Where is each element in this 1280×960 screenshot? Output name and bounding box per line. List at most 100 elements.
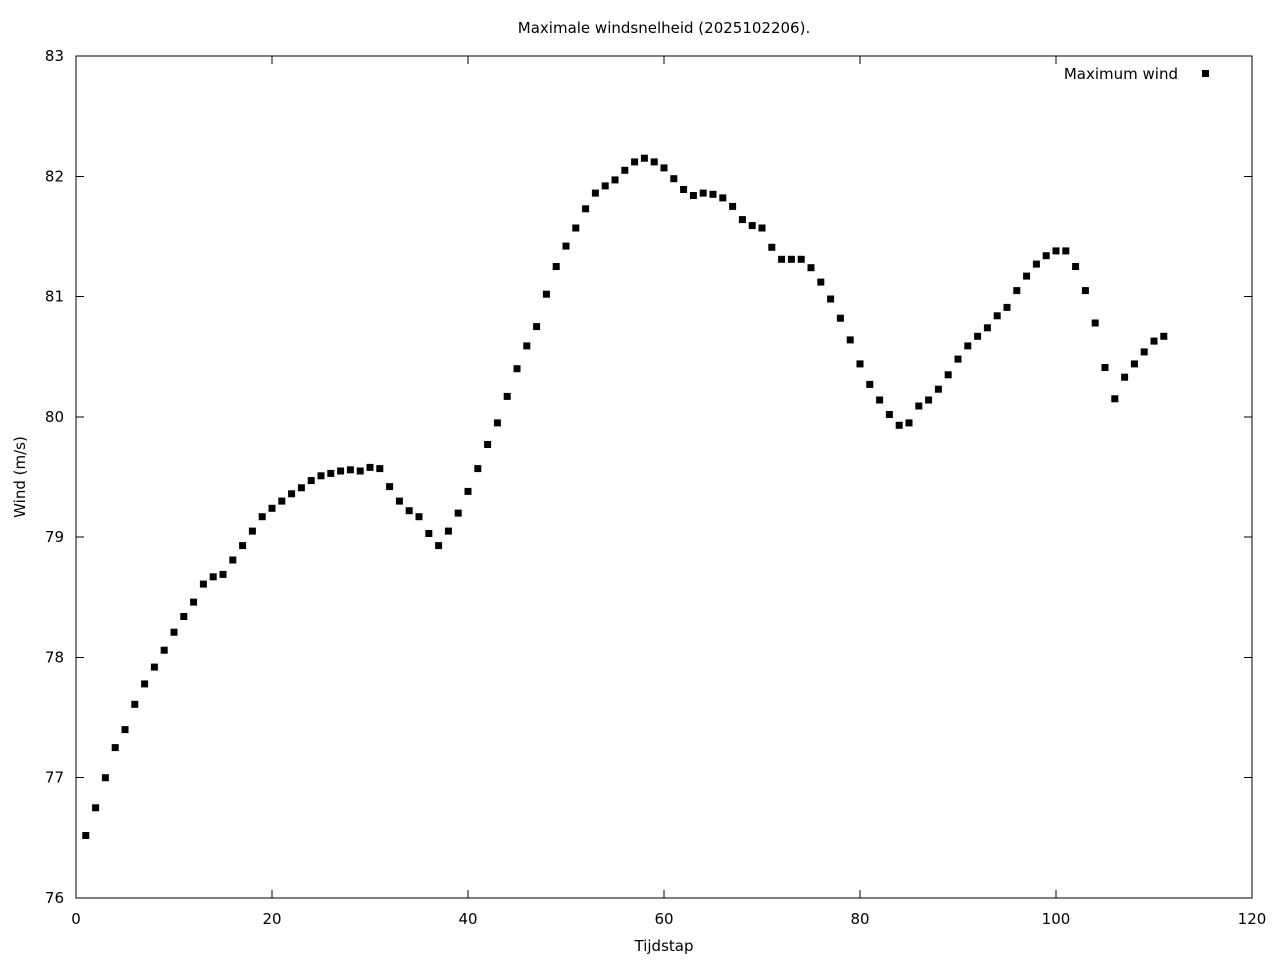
- data-point: [170, 628, 178, 636]
- data-point: [542, 290, 550, 298]
- data-point: [454, 509, 462, 517]
- data-point: [503, 392, 511, 400]
- y-tick-label: 78: [45, 648, 64, 666]
- data-point: [748, 222, 756, 230]
- data-point: [1091, 319, 1099, 327]
- data-point: [856, 360, 864, 368]
- data-point: [621, 166, 629, 174]
- data-point: [1052, 247, 1060, 255]
- data-point: [1150, 337, 1158, 345]
- data-point: [337, 467, 345, 475]
- data-point: [631, 158, 639, 166]
- data-point: [386, 483, 394, 491]
- data-point: [650, 158, 658, 166]
- data-point: [1013, 287, 1021, 295]
- data-point: [395, 497, 403, 505]
- data-point: [738, 216, 746, 224]
- data-point: [82, 832, 90, 839]
- data-point: [562, 242, 570, 250]
- data-point: [846, 336, 854, 344]
- data-point: [640, 154, 648, 162]
- data-point: [258, 513, 266, 521]
- legend-square-marker-icon: [1202, 70, 1209, 77]
- data-point: [866, 380, 874, 388]
- x-tick-label: 60: [654, 910, 673, 928]
- chart-title: Maximale windsnelheid (2025102206).: [517, 19, 811, 37]
- data-point: [356, 467, 364, 475]
- legend-entry-label: Maximum wind: [1063, 65, 1178, 83]
- data-point: [376, 465, 384, 473]
- data-point: [1101, 364, 1109, 371]
- x-tick-label: 120: [1238, 910, 1267, 928]
- data-point: [150, 663, 158, 671]
- data-point: [660, 164, 668, 172]
- data-point: [905, 419, 913, 427]
- data-point: [778, 255, 786, 263]
- data-point: [670, 175, 678, 183]
- data-point: [1160, 332, 1168, 340]
- data-point: [141, 680, 149, 688]
- data-point: [425, 530, 433, 537]
- y-tick-label: 83: [45, 47, 64, 65]
- y-tick-label: 79: [45, 528, 64, 546]
- data-point: [415, 513, 423, 521]
- data-point: [827, 295, 835, 303]
- data-point: [787, 255, 795, 263]
- data-point: [709, 190, 717, 198]
- data-point: [523, 342, 531, 350]
- data-point: [493, 419, 501, 427]
- data-point: [768, 243, 776, 251]
- x-tick-label: 40: [458, 910, 477, 928]
- data-point: [219, 570, 227, 578]
- data-point: [552, 263, 560, 270]
- data-point: [101, 774, 109, 782]
- data-point: [1140, 348, 1148, 356]
- data-point: [307, 477, 315, 485]
- data-point: [190, 598, 198, 606]
- data-point: [288, 490, 296, 498]
- y-tick-label: 77: [45, 769, 64, 787]
- data-point: [836, 314, 844, 322]
- data-point: [199, 580, 207, 588]
- data-point: [699, 189, 707, 197]
- data-point: [513, 365, 521, 373]
- data-point: [601, 182, 609, 190]
- data-point: [444, 527, 452, 535]
- data-point: [248, 527, 256, 535]
- data-point: [582, 205, 590, 213]
- data-point: [366, 463, 374, 471]
- data-point: [533, 323, 541, 331]
- data-point: [954, 355, 962, 363]
- data-point: [1003, 303, 1011, 311]
- data-point: [405, 507, 413, 515]
- y-tick-label: 81: [45, 288, 64, 306]
- data-point: [131, 700, 139, 708]
- data-point: [797, 255, 805, 263]
- data-point: [1130, 360, 1138, 368]
- data-point: [229, 556, 237, 564]
- data-point: [719, 194, 727, 202]
- x-tick-label: 100: [1042, 910, 1071, 928]
- data-point: [484, 441, 492, 448]
- data-point: [1121, 373, 1129, 381]
- plot-border: [75, 55, 1253, 899]
- data-point: [268, 504, 276, 512]
- data-point: [160, 646, 168, 654]
- data-point: [1032, 260, 1040, 268]
- x-axis-label: Tijdstap: [634, 937, 694, 955]
- data-point: [278, 497, 286, 505]
- y-tick-label: 82: [45, 167, 64, 185]
- data-point: [591, 189, 599, 197]
- data-point: [1072, 263, 1080, 270]
- data-point: [729, 202, 737, 210]
- data-point: [111, 744, 119, 752]
- data-point: [895, 421, 903, 429]
- data-point: [925, 396, 933, 404]
- data-point: [689, 192, 697, 199]
- y-tick-label: 80: [45, 408, 64, 426]
- data-point: [297, 484, 305, 492]
- x-tick-label: 0: [71, 910, 81, 928]
- data-point: [915, 402, 923, 410]
- data-point: [209, 573, 217, 581]
